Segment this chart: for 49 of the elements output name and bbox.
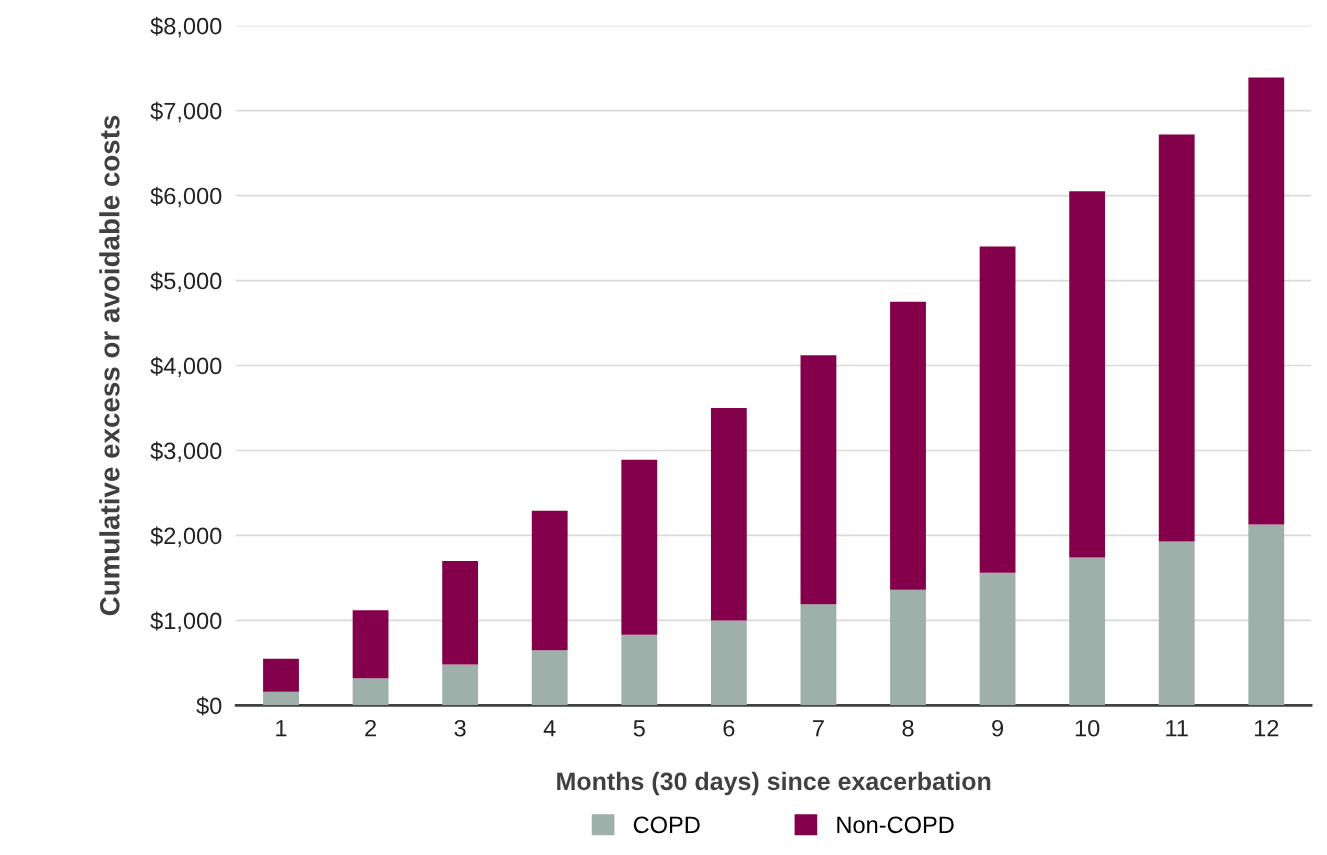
x-tick-label: 4 xyxy=(543,720,556,737)
bar xyxy=(531,510,568,651)
x-tick-label: 1 xyxy=(276,720,287,737)
bar xyxy=(263,691,299,706)
x-tick-label: 12 xyxy=(1254,719,1279,737)
bar xyxy=(1248,77,1285,525)
bar xyxy=(621,634,658,706)
bar xyxy=(890,301,926,590)
y-tick-label: $7,000 xyxy=(150,101,222,123)
x-tick-label: 5 xyxy=(633,720,645,737)
y-tick-label: $4,000 xyxy=(150,356,222,378)
bar xyxy=(979,246,1016,573)
bar xyxy=(1158,541,1195,706)
bar xyxy=(1248,524,1285,706)
bar xyxy=(352,610,389,679)
y-tick-label: $3,000 xyxy=(150,441,222,463)
bar xyxy=(979,572,1016,706)
x-axis-title: Months (30 days) since exacerbation xyxy=(557,771,991,796)
bar xyxy=(352,678,389,706)
y-axis-title: Cumulative excess or avoidable costs xyxy=(99,115,120,616)
x-tick-label: 8 xyxy=(902,719,914,737)
bar xyxy=(1069,191,1106,558)
x-tick-label: 3 xyxy=(454,719,466,737)
x-tick-label: 2 xyxy=(365,719,376,737)
legend-label: COPD xyxy=(633,816,700,834)
bar xyxy=(1069,557,1106,706)
x-tick-label: 10 xyxy=(1075,719,1100,737)
y-tick-label: $0 xyxy=(196,696,222,716)
x-tick-label: 9 xyxy=(992,719,1004,737)
bar xyxy=(442,560,479,665)
legend-label: Non-COPD xyxy=(837,816,954,834)
bar xyxy=(263,658,299,692)
x-tick-label: 7 xyxy=(813,720,824,737)
x-tick-label: 6 xyxy=(723,719,735,737)
y-tick-label: $6,000 xyxy=(150,186,222,208)
y-tick-label: $5,000 xyxy=(150,271,222,293)
bar xyxy=(800,355,837,605)
y-tick-label: $8,000 xyxy=(150,16,222,38)
bar xyxy=(442,664,479,706)
bar xyxy=(531,650,568,706)
bar xyxy=(710,620,747,706)
bar xyxy=(710,408,747,621)
bar xyxy=(890,589,926,706)
y-tick-label: $2,000 xyxy=(150,526,222,548)
bar xyxy=(1158,134,1195,542)
bar xyxy=(800,604,837,706)
y-tick-label: $1,000 xyxy=(150,611,222,632)
bar xyxy=(621,459,658,635)
x-tick-label: 11 xyxy=(1166,720,1188,737)
